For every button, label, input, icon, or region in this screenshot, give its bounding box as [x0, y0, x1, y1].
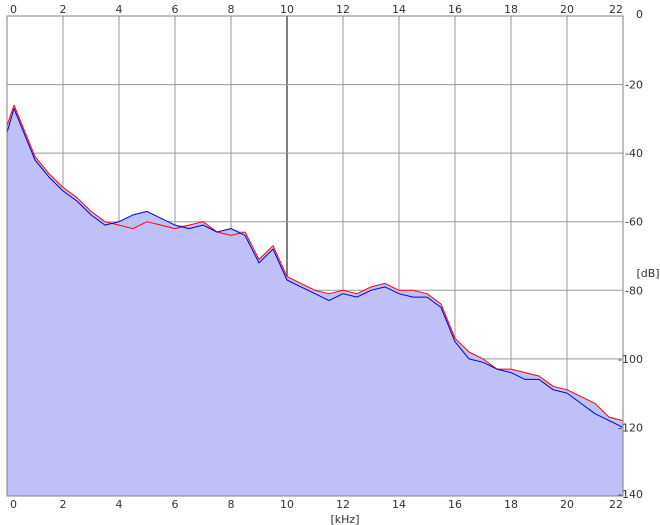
- y-tick-label: -40: [625, 147, 643, 160]
- x-tick-label-bottom: 20: [560, 498, 574, 511]
- y-tick-label: -60: [625, 216, 643, 229]
- x-tick-label-bottom: 10: [280, 498, 294, 511]
- x-tick-label-bottom: 2: [60, 498, 67, 511]
- plot-border: [6, 15, 624, 497]
- x-tick-label-top: 14: [392, 3, 406, 16]
- x-tick-label-top: 10: [280, 3, 294, 16]
- x-tick-label-bottom: 16: [448, 498, 462, 511]
- x-tick-label-bottom: 0: [10, 498, 17, 511]
- x-tick-label-top: 18: [504, 3, 518, 16]
- y-axis-label: [dB]: [636, 267, 659, 280]
- x-tick-label-bottom: 22: [609, 498, 623, 511]
- x-tick-label-top: 0: [10, 3, 17, 16]
- x-tick-label-bottom: 6: [172, 498, 179, 511]
- y-tick-label: -120: [618, 421, 643, 434]
- x-tick-label-top: 2: [60, 3, 67, 16]
- x-tick-label-top: 20: [560, 3, 574, 16]
- x-tick-label-top: 12: [336, 3, 350, 16]
- x-tick-label-top: 22: [609, 3, 623, 16]
- series-lines: [6, 104, 624, 428]
- y-tick-labels: 0 -20 -40 -60 -80 -100 -120 -140: [618, 8, 643, 501]
- y-tick-label: -20: [625, 79, 643, 92]
- x-tick-label-bottom: 18: [504, 498, 518, 511]
- y-tick-label: -80: [625, 284, 643, 297]
- spectrum-fill-area: [7, 105, 623, 496]
- x-tick-label-bottom: 12: [336, 498, 350, 511]
- series-line-blue: [6, 108, 624, 428]
- series-line-red: [6, 104, 624, 422]
- x-tick-label-bottom: 8: [228, 498, 235, 511]
- x-tick-label-bottom: 4: [116, 498, 123, 511]
- x-tick-label-top: 6: [172, 3, 179, 16]
- y-tick-label: -100: [618, 353, 643, 366]
- y-tick-label: -140: [618, 488, 643, 501]
- x-tick-label-top: 16: [448, 3, 462, 16]
- x-tick-label-top: 4: [116, 3, 123, 16]
- x-tick-label-bottom: 14: [392, 498, 406, 511]
- y-tick-label: 0: [636, 8, 643, 21]
- x-tick-label-top: 8: [228, 3, 235, 16]
- x-axis-label: [kHz]: [331, 513, 360, 525]
